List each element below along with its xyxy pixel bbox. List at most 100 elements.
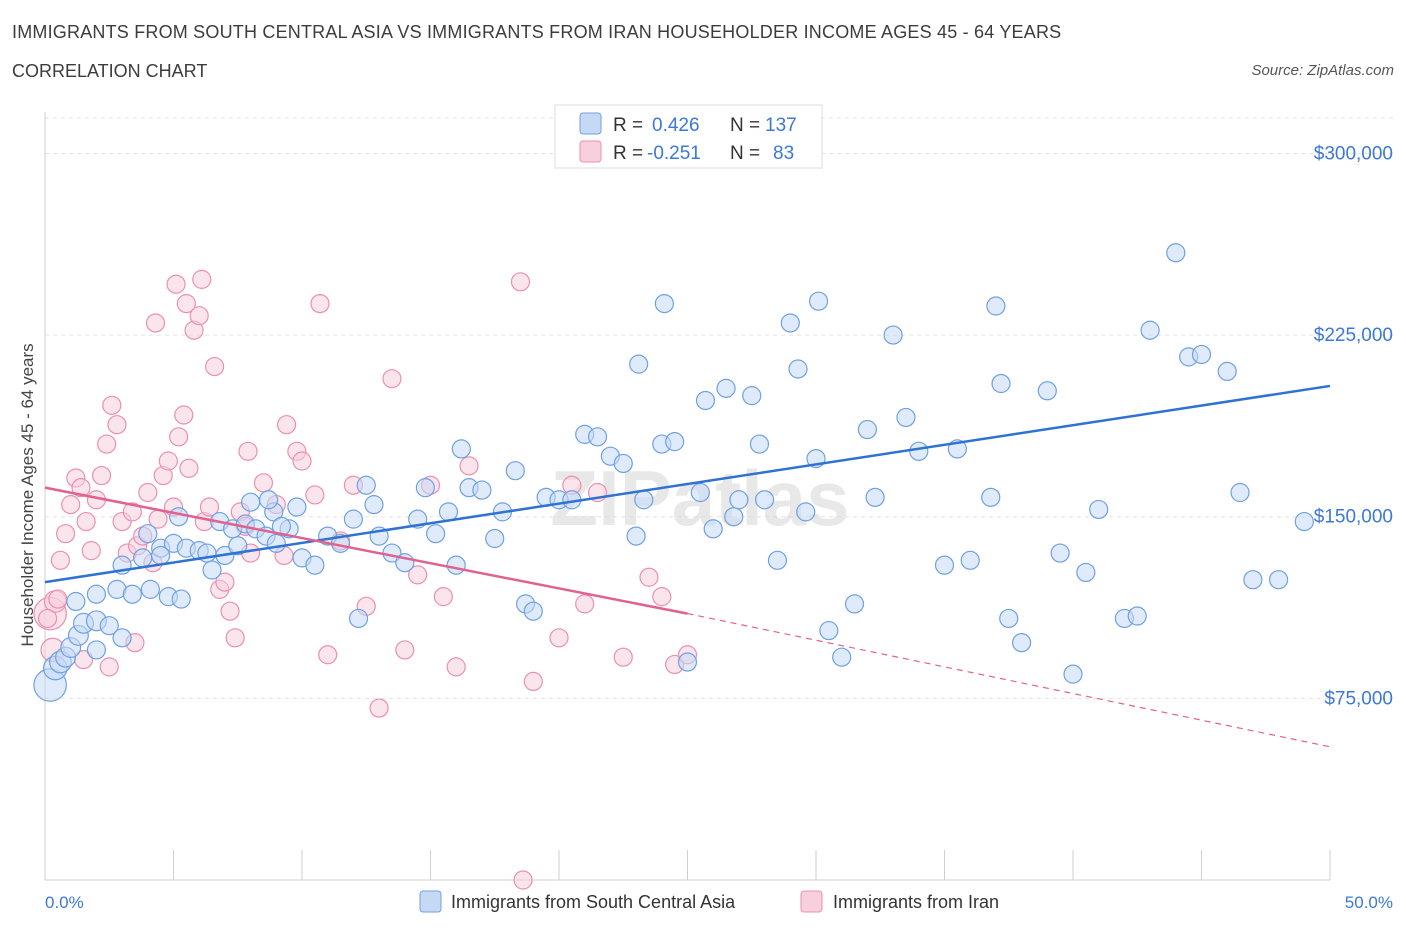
series-legend-label-blue: Immigrants from South Central Asia [451, 892, 736, 912]
south-central-asia-point-9 [112, 628, 132, 648]
iran-point-78 [310, 293, 330, 314]
iran-point-4 [55, 524, 76, 544]
south-central-asia-point-39 [287, 497, 307, 517]
south-central-asia-point-127 [754, 490, 775, 510]
south-central-asia-point-77 [724, 507, 744, 527]
iran-point-73 [145, 313, 166, 333]
south-central-asia-point-93 [909, 441, 929, 461]
iran-point-74 [166, 274, 186, 294]
legend-r-value-pink: -0.251 [647, 143, 701, 164]
south-central-asia-point-54 [446, 555, 466, 575]
legend-r-label-blue: R = [613, 115, 643, 136]
source-label: Source: ZipAtlas.com [1251, 62, 1394, 79]
south-central-asia-point-86 [819, 620, 839, 641]
iran-point-57 [446, 657, 466, 677]
legend-r-value-blue: 0.426 [652, 115, 700, 136]
south-central-asia-point-104 [1076, 562, 1096, 583]
iran-point-46 [305, 485, 325, 505]
south-central-asia-point-36 [241, 492, 261, 512]
south-central-asia-point-111 [1191, 344, 1212, 365]
iran-point-60 [523, 671, 543, 692]
south-central-asia-point-91 [883, 325, 903, 345]
south-central-asia-point-96 [960, 550, 980, 570]
south-central-asia-point-68 [613, 453, 633, 474]
legend-n-label-pink: N = [730, 143, 760, 164]
iran-point-12 [97, 434, 117, 454]
south-central-asia-point-14 [140, 579, 160, 599]
south-central-asia-point-16 [171, 589, 191, 609]
iran-point-26 [169, 427, 189, 447]
iran-point-67 [652, 587, 672, 607]
south-central-asia-point-89 [857, 419, 878, 440]
iran-point-58 [459, 456, 479, 476]
south-central-asia-point-26 [138, 524, 158, 544]
iran-point-54 [408, 565, 428, 585]
south-central-asia-point-84 [796, 502, 816, 522]
south-central-asia-point-119 [695, 390, 716, 411]
iran-point-14 [107, 415, 127, 435]
iran-point-63 [575, 594, 595, 614]
y-tick-label-2: $225,000 [1314, 325, 1393, 346]
south-central-asia-point-66 [587, 427, 608, 447]
south-central-asia-point-112 [1217, 361, 1237, 382]
south-central-asia-point-99 [999, 608, 1019, 629]
south-central-asia-point-87 [832, 647, 852, 667]
south-central-asia-point-79 [742, 386, 762, 406]
south-central-asia-point-121 [629, 354, 649, 374]
south-central-asia-point-98 [986, 296, 1006, 316]
x-tick-label-max: 50.0% [1345, 893, 1393, 912]
iran-point-8 [76, 511, 96, 532]
y-tick-labels: $75,000 $150,000 $225,000 $300,000 [1314, 143, 1393, 709]
south-central-asia-point-38 [271, 516, 292, 537]
south-central-asia-point-13 [122, 584, 142, 604]
south-central-asia-point-41 [305, 555, 325, 575]
south-central-asia-point-109 [1166, 243, 1186, 263]
south-central-asia-point-103 [1063, 664, 1083, 684]
south-central-asia-point-81 [767, 550, 788, 570]
south-central-asia-point-59 [505, 461, 525, 481]
south-central-asia-point-28 [169, 507, 189, 527]
legend-swatch-blue [579, 112, 602, 135]
x-tick-label-min: 0.0% [45, 893, 84, 912]
iran-point-56 [433, 587, 453, 607]
iran-point-35 [215, 572, 235, 592]
south-central-asia-point-52 [426, 524, 446, 544]
south-central-asia-point-46 [364, 495, 384, 515]
iran-point-75 [192, 269, 212, 289]
trend-line-iran [44, 486, 688, 615]
south-central-asia-point-78 [729, 490, 749, 510]
south-central-asia-point-75 [703, 519, 723, 539]
y-tick-label-3: $300,000 [1314, 143, 1393, 164]
iran-points [33, 269, 698, 890]
south-central-asia-point-124 [86, 640, 107, 660]
south-central-asia-point-115 [1268, 570, 1289, 590]
iran-point-33 [205, 356, 225, 377]
iran-point-7 [71, 478, 91, 498]
iran-point-13 [102, 395, 122, 415]
south-central-asia-point-108 [1140, 320, 1160, 340]
south-central-asia-point-74 [690, 482, 710, 503]
series-legend-swatch-blue [419, 890, 442, 913]
iran-point-65 [613, 647, 633, 667]
south-central-asia-point-83 [788, 359, 808, 379]
iran-point-45 [292, 451, 312, 471]
iran-point-17 [122, 502, 142, 522]
south-central-asia-point-73 [677, 652, 698, 672]
iran-point-61 [549, 628, 569, 648]
south-central-asia-point-53 [438, 502, 459, 522]
trend-line-south-central-asia [44, 384, 1331, 584]
south-central-asia-point-69 [626, 526, 646, 546]
south-central-asia-point-97 [981, 487, 1001, 507]
iran-point-20 [138, 482, 158, 503]
legend-r-label-pink: R = [613, 143, 643, 164]
iran-point-5 [61, 495, 81, 515]
trend-lines [44, 384, 1331, 748]
south-central-asia-point-101 [1037, 381, 1057, 401]
y-axis-label: Householder Income Ages 45 - 64 years [18, 343, 37, 646]
south-central-asia-point-18 [133, 548, 153, 568]
stats-legend: R = 0.426 N = 137 R = -0.251 N = 83 [554, 104, 823, 169]
south-central-asia-point-34 [266, 533, 286, 553]
iran-point-28 [179, 458, 199, 478]
iran-point-77 [276, 415, 297, 435]
south-central-asia-point-57 [485, 528, 505, 549]
